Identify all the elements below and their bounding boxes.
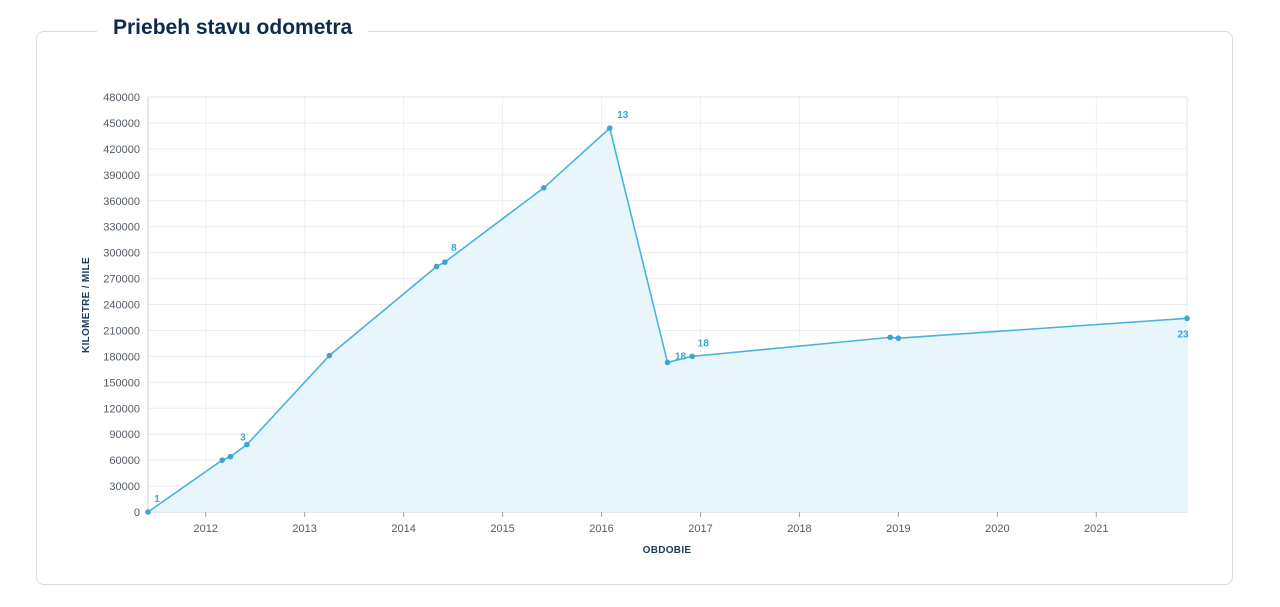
y-tick-label: 450000 [103, 118, 140, 130]
series-line [147, 126, 1188, 513]
data-point [219, 457, 226, 463]
data-label: 3 [240, 433, 246, 444]
data-point [433, 263, 440, 270]
data-label: 18 [675, 351, 687, 362]
y-tick-label: 90000 [109, 429, 140, 441]
data-point [145, 509, 151, 515]
x-tick-label: 2013 [292, 523, 316, 535]
data-point [606, 125, 613, 131]
axis-ticks: 0 30000 60000 90000 120000 150000 180000 210000… [103, 92, 1108, 535]
y-tick-label: 420000 [103, 144, 140, 156]
x-tick-label: 2016 [589, 523, 613, 535]
data-point [1184, 315, 1190, 322]
data-point [689, 353, 696, 360]
x-tick-label: 2014 [391, 523, 415, 535]
data-point [244, 441, 250, 448]
x-tick-label: 2020 [985, 523, 1009, 535]
x-tick-label: 2018 [787, 523, 811, 535]
y-tick-label: 330000 [103, 222, 140, 234]
y-tick-label: 360000 [103, 196, 140, 208]
y-tick-label: 390000 [103, 170, 140, 182]
data-label: 8 [451, 243, 457, 254]
y-tick-label: 120000 [103, 403, 140, 415]
data-point [442, 259, 448, 265]
data-point [664, 359, 671, 366]
page-title: Priebeh stavu odometra [97, 16, 369, 40]
x-tick-label: 2015 [490, 523, 514, 535]
y-tick-label: 270000 [103, 274, 140, 286]
y-tick-label: 210000 [103, 325, 140, 337]
data-point [895, 335, 902, 342]
data-point [887, 334, 893, 341]
data-label: 13 [617, 110, 629, 121]
x-tick-label: 2012 [193, 523, 217, 535]
x-tick-label: 2019 [886, 523, 910, 535]
y-tick-label: 180000 [103, 351, 140, 363]
data-label: 1 [154, 494, 160, 505]
odometer-panel [36, 31, 1233, 585]
y-tick-label: 30000 [109, 481, 140, 493]
y-axis-title: KILOMETRE / MILE [81, 257, 92, 353]
y-tick-label: 150000 [103, 377, 140, 389]
data-point [227, 453, 234, 460]
x-tick-label: 2017 [688, 523, 712, 535]
y-tick-label: 0 [134, 507, 140, 519]
data-label: 18 [698, 338, 710, 349]
y-tick-label: 480000 [103, 92, 140, 104]
data-point [541, 184, 547, 191]
x-tick-label: 2021 [1084, 523, 1108, 535]
y-tick-label: 300000 [103, 248, 140, 260]
data-label: 23 [1177, 329, 1189, 340]
x-axis-title: OBDOBIE [643, 545, 692, 556]
series-area [148, 128, 1187, 512]
y-tick-label: 60000 [109, 455, 140, 467]
data-point [326, 352, 333, 359]
y-tick-label: 240000 [103, 300, 140, 312]
